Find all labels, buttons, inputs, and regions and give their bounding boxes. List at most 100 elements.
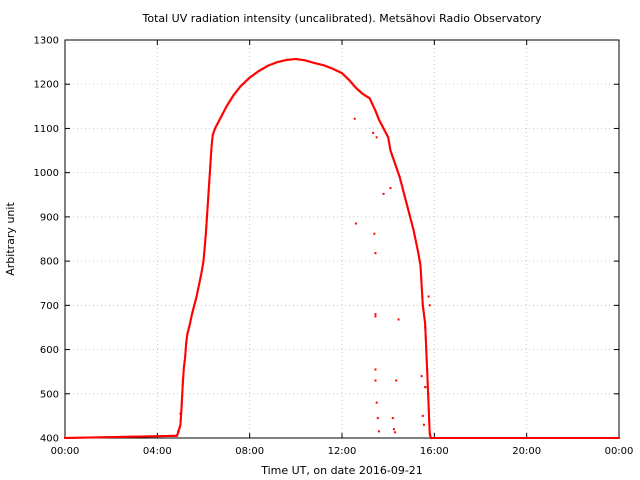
data-point: [474, 437, 477, 439]
data-point: [413, 232, 416, 235]
data-point: [321, 63, 324, 66]
data-point: [147, 435, 150, 438]
data-point: [286, 58, 289, 61]
data-point: [182, 368, 185, 371]
data-point: [221, 113, 224, 116]
data-point: [67, 436, 70, 439]
outlier-point: [426, 386, 429, 389]
data-point: [550, 437, 553, 439]
x-tick-label: 16:00: [420, 446, 449, 457]
data-point: [384, 131, 387, 134]
data-point: [216, 123, 219, 126]
data-point: [149, 435, 152, 438]
data-point: [373, 107, 376, 110]
data-point: [185, 338, 188, 341]
data-point: [429, 437, 432, 439]
data-point: [380, 124, 383, 127]
data-point: [404, 198, 407, 201]
data-point: [330, 67, 333, 70]
outlier-point: [373, 232, 376, 235]
data-point: [389, 150, 392, 153]
data-point: [425, 353, 428, 356]
chart-title: Total UV radiation intensity (uncalibrat…: [142, 12, 542, 25]
data-point: [404, 197, 407, 200]
data-point: [179, 422, 182, 425]
data-point: [199, 274, 202, 277]
data-point: [209, 158, 212, 161]
data-point: [208, 179, 211, 182]
data-point: [89, 436, 92, 439]
data-point: [65, 436, 68, 439]
data-point: [426, 384, 429, 387]
data-point: [161, 435, 164, 438]
data-point: [183, 358, 186, 361]
data-point: [208, 175, 211, 178]
outlier-point: [403, 193, 406, 196]
data-point: [184, 346, 187, 349]
data-point: [384, 130, 387, 133]
data-point: [424, 323, 427, 326]
data-point: [541, 437, 544, 439]
data-point: [72, 436, 75, 439]
data-point: [292, 58, 295, 61]
data-point: [307, 60, 310, 63]
data-point: [564, 437, 567, 439]
data-point: [423, 318, 426, 321]
data-point: [370, 100, 373, 103]
data-point: [183, 359, 186, 362]
data-point: [206, 211, 209, 214]
data-point: [181, 385, 184, 388]
data-point: [308, 60, 311, 63]
data-point: [182, 366, 185, 369]
data-point: [208, 169, 211, 172]
data-point: [205, 219, 208, 222]
data-point: [393, 161, 396, 164]
data-point: [285, 58, 288, 61]
data-point: [428, 420, 431, 423]
data-point: [525, 437, 528, 439]
data-point: [109, 436, 112, 439]
data-point: [186, 333, 189, 336]
data-point: [177, 431, 180, 434]
data-point: [424, 336, 427, 339]
data-point: [184, 347, 187, 350]
data-point: [394, 163, 397, 166]
data-point: [333, 68, 336, 71]
data-point: [402, 191, 405, 194]
data-point: [389, 148, 392, 151]
data-point: [416, 247, 419, 250]
data-point: [427, 390, 430, 393]
data-point: [382, 127, 385, 130]
data-point: [425, 349, 428, 352]
data-point: [426, 366, 429, 369]
data-point: [425, 355, 428, 358]
data-point: [96, 436, 99, 439]
data-point: [422, 309, 425, 312]
data-point: [585, 437, 588, 439]
data-point: [207, 198, 210, 201]
data-point: [424, 332, 427, 335]
data-point: [428, 417, 431, 420]
data-point: [427, 393, 430, 396]
data-point: [415, 245, 418, 248]
data-point: [262, 67, 264, 70]
data-point: [282, 59, 285, 62]
data-point: [211, 140, 214, 143]
data-point: [423, 319, 426, 322]
data-point: [456, 437, 459, 439]
data-point: [204, 233, 207, 236]
data-point: [213, 128, 216, 131]
plot-frame: [64, 39, 620, 439]
data-point: [259, 68, 262, 71]
data-point: [473, 437, 476, 439]
data-point: [274, 62, 277, 64]
data-point: [151, 435, 154, 438]
data-point: [407, 211, 410, 214]
data-point: [425, 363, 428, 366]
data-point: [206, 209, 209, 212]
data-point: [391, 156, 394, 159]
data-point: [418, 259, 421, 262]
data-point: [80, 436, 83, 439]
data-point: [202, 256, 205, 259]
data-point: [198, 279, 201, 282]
